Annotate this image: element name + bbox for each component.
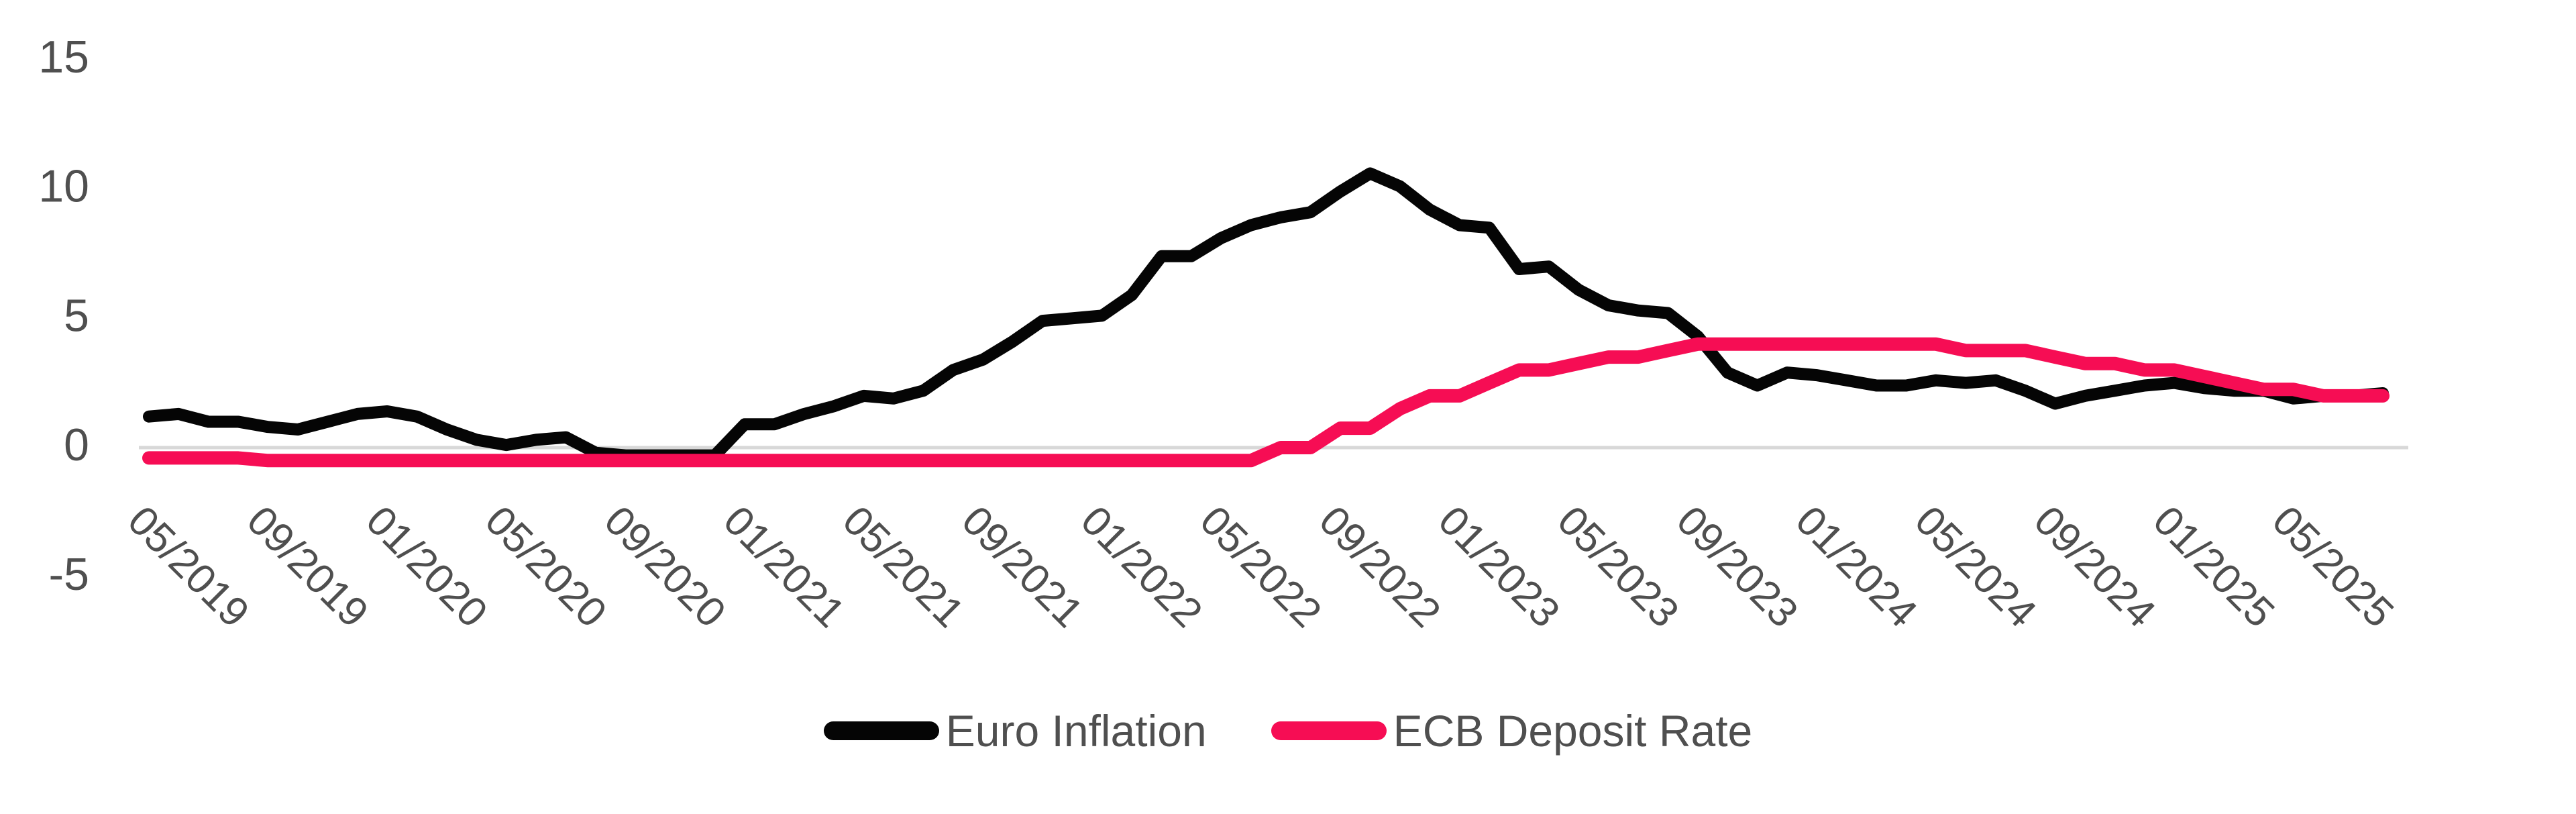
x-tick-label: 05/2019 bbox=[119, 497, 258, 636]
euro-inflation-line bbox=[143, 167, 2389, 462]
y-tick-label: -5 bbox=[49, 549, 89, 600]
ecb-deposit-rate-swatch-icon bbox=[1271, 721, 1387, 740]
x-axis-labels: 05/201909/201901/202005/202009/202001/20… bbox=[119, 497, 2402, 636]
legend-item-euro-inflation: Euro Inflation bbox=[823, 706, 1207, 756]
x-tick-label: 01/2022 bbox=[1072, 497, 1211, 636]
x-tick-label: 01/2020 bbox=[357, 497, 496, 636]
legend-label-euro-inflation: Euro Inflation bbox=[945, 706, 1207, 756]
euro-inflation-swatch-icon bbox=[823, 721, 939, 740]
x-tick-label: 05/2025 bbox=[2263, 497, 2402, 636]
x-tick-label: 01/2024 bbox=[1787, 497, 1926, 636]
chart-legend: Euro Inflation ECB Deposit Rate bbox=[0, 709, 2576, 753]
y-tick-label: 10 bbox=[38, 161, 89, 212]
y-tick-label: 15 bbox=[38, 32, 89, 83]
x-tick-label: 09/2022 bbox=[1310, 497, 1449, 636]
x-tick-label: 01/2023 bbox=[1430, 497, 1568, 636]
x-tick-label: 09/2019 bbox=[238, 497, 377, 636]
x-tick-label: 01/2025 bbox=[2144, 497, 2283, 636]
x-tick-label: 05/2021 bbox=[834, 497, 973, 636]
y-tick-label: 5 bbox=[64, 290, 89, 341]
x-tick-label: 05/2023 bbox=[1548, 497, 1687, 636]
x-tick-label: 05/2024 bbox=[1906, 497, 2045, 636]
y-axis-labels: 15 10 5 0 -5 bbox=[38, 32, 89, 600]
ecb-deposit-rate-line bbox=[142, 337, 2390, 468]
x-tick-label: 09/2020 bbox=[596, 497, 735, 636]
x-tick-label: 09/2024 bbox=[2025, 497, 2164, 636]
x-tick-label: 09/2023 bbox=[1668, 497, 1807, 636]
legend-label-ecb-deposit-rate: ECB Deposit Rate bbox=[1393, 706, 1753, 756]
x-tick-label: 05/2022 bbox=[1191, 497, 1330, 636]
y-tick-label: 0 bbox=[64, 419, 89, 470]
x-tick-label: 01/2021 bbox=[714, 497, 853, 636]
x-tick-label: 05/2020 bbox=[476, 497, 615, 636]
legend-item-ecb-deposit-rate: ECB Deposit Rate bbox=[1271, 706, 1753, 756]
x-tick-label: 09/2021 bbox=[953, 497, 1091, 636]
